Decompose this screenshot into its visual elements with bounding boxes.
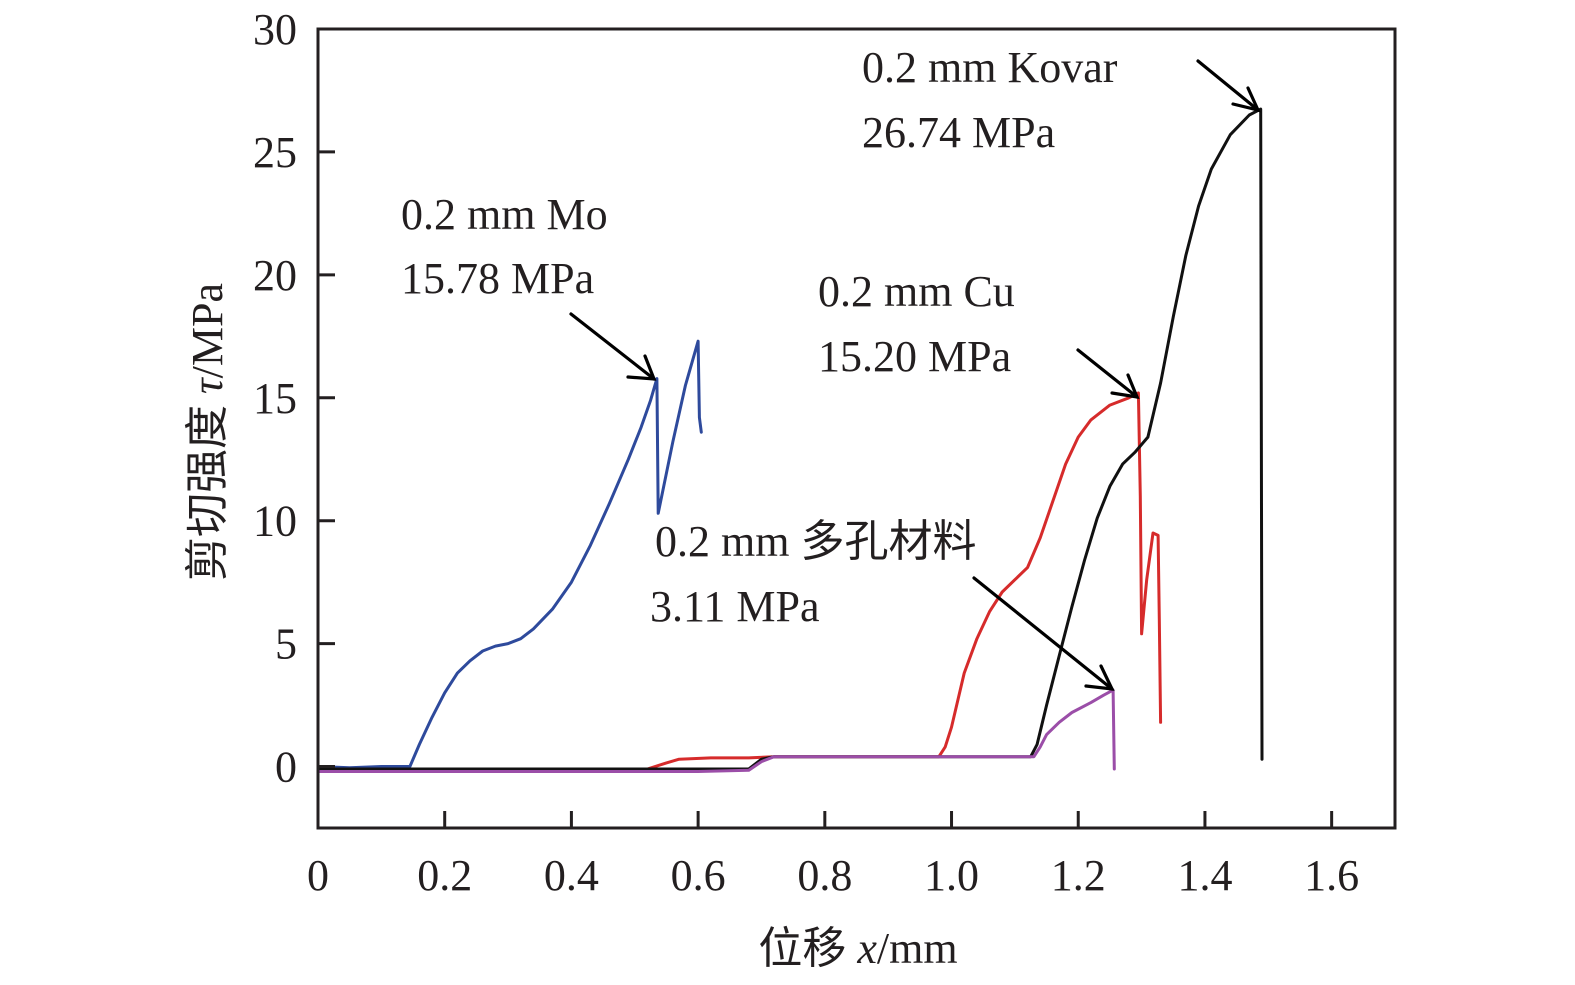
x-tick-label: 1.6 — [1304, 851, 1359, 900]
series-layer — [316, 107, 1264, 773]
x-tick-label: 0.4 — [544, 851, 599, 900]
x-tick-label: 0.6 — [671, 851, 726, 900]
y-tick-label: 30 — [253, 5, 297, 54]
x-tick-label: 1.2 — [1051, 851, 1106, 900]
x-axis-title: 位移 x/mm — [758, 924, 957, 973]
y-axis: 0 5 10 15 20 25 30 — [253, 5, 335, 792]
annotation-cu-name: 0.2 mm Cu — [818, 267, 1015, 316]
annotations-layer: 0.2 mm Mo 15.78 MPa 0.2 mm Cu 15.20 MPa … — [401, 43, 1261, 691]
y-tick-label: 25 — [253, 128, 297, 177]
y-tick-label: 0 — [275, 743, 297, 792]
y-tick-label: 15 — [253, 374, 297, 423]
annotation-porous-name: 0.2 mm 多孔材料 — [655, 517, 976, 566]
plot-frame — [316, 27, 1397, 830]
arrow-mo — [569, 312, 657, 381]
y-axis-title: 剪切强度 τ/MPa — [183, 283, 232, 581]
annotation-kovar-value: 26.74 MPa — [862, 108, 1055, 157]
y-tick-label: 20 — [253, 251, 297, 300]
x-tick-label: 1.4 — [1177, 851, 1232, 900]
x-axis: 0 0.2 0.4 0.6 0.8 1.0 1.2 1.4 1.6 — [307, 811, 1359, 900]
y-tick-label: 10 — [253, 497, 297, 546]
x-tick-label: 0.2 — [417, 851, 472, 900]
annotation-mo-name: 0.2 mm Mo — [401, 190, 608, 239]
annotation-mo-value: 15.78 MPa — [401, 254, 594, 303]
series-cu-line — [316, 391, 1163, 772]
series-mo-line — [316, 339, 703, 770]
x-tick-label: 0.8 — [797, 851, 852, 900]
arrow-porous — [972, 576, 1115, 691]
y-tick-label: 5 — [275, 620, 297, 669]
arrow-cu — [1076, 348, 1140, 400]
annotation-kovar-name: 0.2 mm Kovar — [862, 43, 1118, 92]
x-tick-label: 1.0 — [924, 851, 979, 900]
series-porous-line — [316, 688, 1116, 773]
annotation-porous-value: 3.11 MPa — [650, 582, 820, 631]
annotation-cu-value: 15.20 MPa — [818, 332, 1011, 381]
x-tick-label: 0 — [307, 851, 329, 900]
arrow-kovar — [1196, 59, 1261, 113]
